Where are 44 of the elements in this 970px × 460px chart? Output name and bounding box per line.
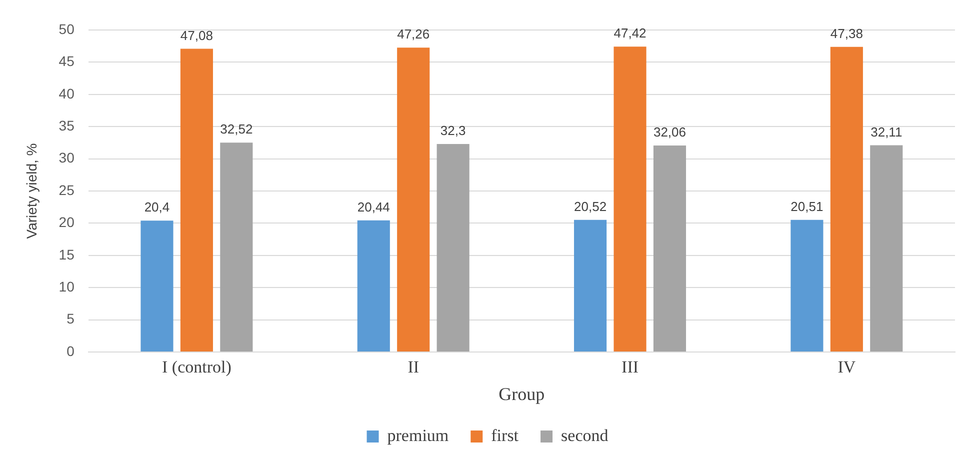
bar	[653, 146, 686, 352]
bar	[140, 220, 174, 352]
data-label: 20,44	[357, 199, 390, 214]
bar	[180, 48, 213, 352]
bar	[220, 142, 253, 352]
bar	[436, 144, 470, 352]
data-label: 32,06	[653, 124, 686, 140]
x-tick-label: III	[622, 358, 639, 377]
bar	[830, 46, 863, 352]
bar	[357, 220, 390, 352]
legend-label: premium	[387, 426, 449, 445]
data-label: 47,26	[397, 26, 430, 42]
data-label: 20,52	[574, 198, 607, 214]
y-tick-label: 40	[58, 85, 75, 102]
bar	[574, 220, 607, 352]
bar	[790, 220, 824, 352]
y-tick-label: 30	[58, 150, 75, 166]
data-label: 47,08	[180, 28, 213, 43]
data-label: 47,42	[614, 26, 646, 41]
y-tick-label: 20	[58, 214, 75, 230]
y-tick-label: 10	[58, 278, 75, 294]
legend-label: second	[561, 426, 609, 445]
y-axis-title: Variety yield, %	[23, 143, 40, 239]
data-label: 20,51	[790, 198, 824, 214]
y-tick-label: 45	[58, 53, 75, 70]
y-tick-label: 15	[58, 246, 75, 262]
y-tick-label: 50	[58, 20, 75, 37]
y-tick-label: 0	[66, 342, 75, 359]
bar	[870, 145, 903, 352]
legend-label: first	[491, 426, 519, 445]
y-tick-label: 5	[66, 310, 75, 327]
data-label: 32,52	[220, 122, 253, 137]
x-tick-label: II	[408, 358, 420, 377]
x-axis-title: Group	[498, 384, 545, 404]
bar	[614, 46, 646, 352]
data-label: 20,4	[144, 200, 170, 215]
y-tick-label: 35	[58, 117, 75, 134]
data-label: 47,38	[830, 26, 863, 41]
data-label: 32,11	[870, 124, 902, 140]
bar	[397, 48, 430, 352]
x-tick-label: IV	[838, 358, 856, 377]
y-tick-label: 25	[58, 182, 75, 198]
data-label: 32,3	[440, 123, 466, 138]
x-tick-label: I (control)	[162, 358, 232, 377]
